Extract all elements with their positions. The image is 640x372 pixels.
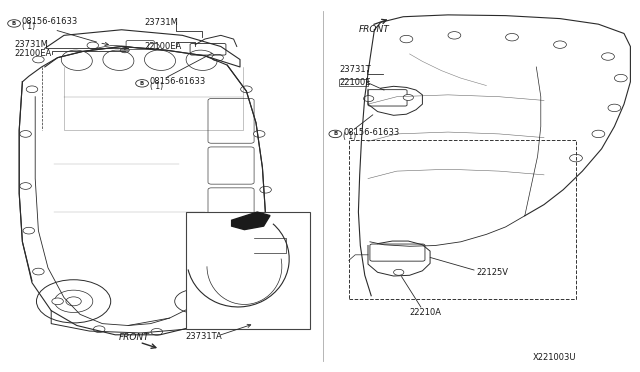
Circle shape (364, 96, 374, 102)
Circle shape (20, 131, 31, 137)
Text: 23731M: 23731M (144, 18, 178, 27)
Circle shape (241, 86, 252, 93)
Circle shape (87, 42, 99, 49)
Text: 23731TA: 23731TA (186, 332, 222, 341)
Text: 08156-61633: 08156-61633 (343, 128, 399, 137)
Text: 22210A: 22210A (410, 308, 442, 317)
Circle shape (20, 183, 31, 189)
Bar (349, 140, 576, 299)
Text: 22100E: 22100E (339, 78, 371, 87)
Circle shape (33, 268, 44, 275)
Circle shape (400, 35, 413, 43)
Circle shape (592, 130, 605, 138)
Circle shape (23, 227, 35, 234)
Circle shape (151, 328, 163, 335)
Circle shape (52, 298, 63, 305)
Circle shape (448, 32, 461, 39)
Circle shape (247, 283, 259, 290)
Circle shape (26, 86, 38, 93)
Text: ( 1): ( 1) (22, 22, 35, 31)
Bar (339, 79, 368, 86)
Text: B: B (333, 131, 337, 137)
Circle shape (253, 131, 265, 137)
Circle shape (212, 54, 223, 61)
Text: B: B (140, 81, 144, 86)
Bar (186, 212, 310, 329)
Circle shape (602, 53, 614, 60)
Polygon shape (232, 212, 270, 230)
Circle shape (608, 104, 621, 112)
Text: ( 1): ( 1) (343, 132, 356, 141)
Text: 22100EA: 22100EA (144, 42, 181, 51)
Text: 08156-61633: 08156-61633 (22, 17, 78, 26)
Circle shape (554, 41, 566, 48)
Circle shape (403, 94, 413, 100)
Text: 22100EA: 22100EA (14, 49, 51, 58)
Text: FRONT: FRONT (119, 333, 150, 342)
Circle shape (193, 321, 204, 328)
Circle shape (148, 43, 159, 50)
Text: X221003U: X221003U (532, 353, 576, 362)
Text: 22125V: 22125V (477, 268, 509, 277)
Circle shape (120, 48, 129, 53)
Circle shape (257, 242, 268, 249)
Circle shape (93, 326, 105, 333)
Text: 23731M: 23731M (14, 40, 48, 49)
Text: ( 1): ( 1) (150, 82, 163, 91)
Text: B: B (12, 21, 16, 26)
Text: 08156-61633: 08156-61633 (150, 77, 206, 86)
Circle shape (260, 186, 271, 193)
Circle shape (570, 154, 582, 162)
Text: FRONT: FRONT (358, 25, 389, 34)
Circle shape (614, 74, 627, 82)
Circle shape (506, 33, 518, 41)
Circle shape (33, 56, 44, 63)
Text: 23731T: 23731T (339, 65, 371, 74)
Circle shape (394, 269, 404, 275)
Circle shape (221, 307, 233, 314)
